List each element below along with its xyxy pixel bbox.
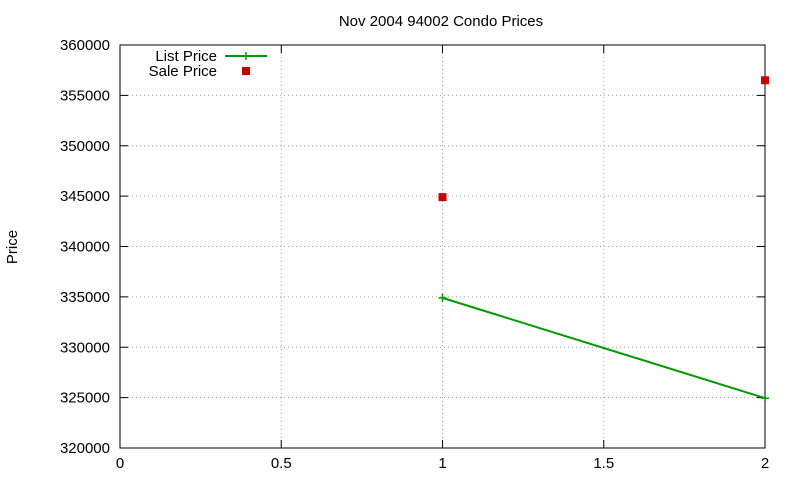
x-tick-label: 0.5 xyxy=(271,455,292,472)
y-tick-label: 340000 xyxy=(60,239,110,256)
data-point xyxy=(438,293,447,302)
y-tick-label: 325000 xyxy=(60,390,110,407)
data-point xyxy=(761,394,769,403)
y-axis-label: Price xyxy=(4,230,21,264)
data-series xyxy=(438,76,769,403)
legend-marker xyxy=(242,52,250,60)
y-tick-label: 360000 xyxy=(60,37,110,54)
x-tick-label: 1.5 xyxy=(593,455,614,472)
y-tick-label: 320000 xyxy=(60,440,110,457)
series-sale-price xyxy=(438,76,769,202)
axis-ticks: 320000 325000 330000 335000 340000 345000 3500… xyxy=(60,37,769,472)
y-tick-label: 345000 xyxy=(60,188,110,205)
data-point xyxy=(761,76,769,85)
legend-label: Sale Price xyxy=(149,63,217,80)
grid-lines xyxy=(120,45,765,448)
y-tick-label: 335000 xyxy=(60,289,110,306)
x-tick-label: 1 xyxy=(438,455,446,472)
x-tick-label: 0 xyxy=(116,455,124,472)
legend-marker xyxy=(242,67,250,75)
y-tick-label: 330000 xyxy=(60,339,110,356)
x-tick-label: 2 xyxy=(761,455,769,472)
data-point xyxy=(438,193,447,202)
y-tick-label: 355000 xyxy=(60,87,110,104)
series-line xyxy=(442,296,766,400)
series-list-price xyxy=(438,293,769,403)
y-tick-label: 350000 xyxy=(60,138,110,155)
legend-label: List Price xyxy=(155,48,217,65)
chart-title: Nov 2004 94002 Condo Prices xyxy=(339,13,543,30)
